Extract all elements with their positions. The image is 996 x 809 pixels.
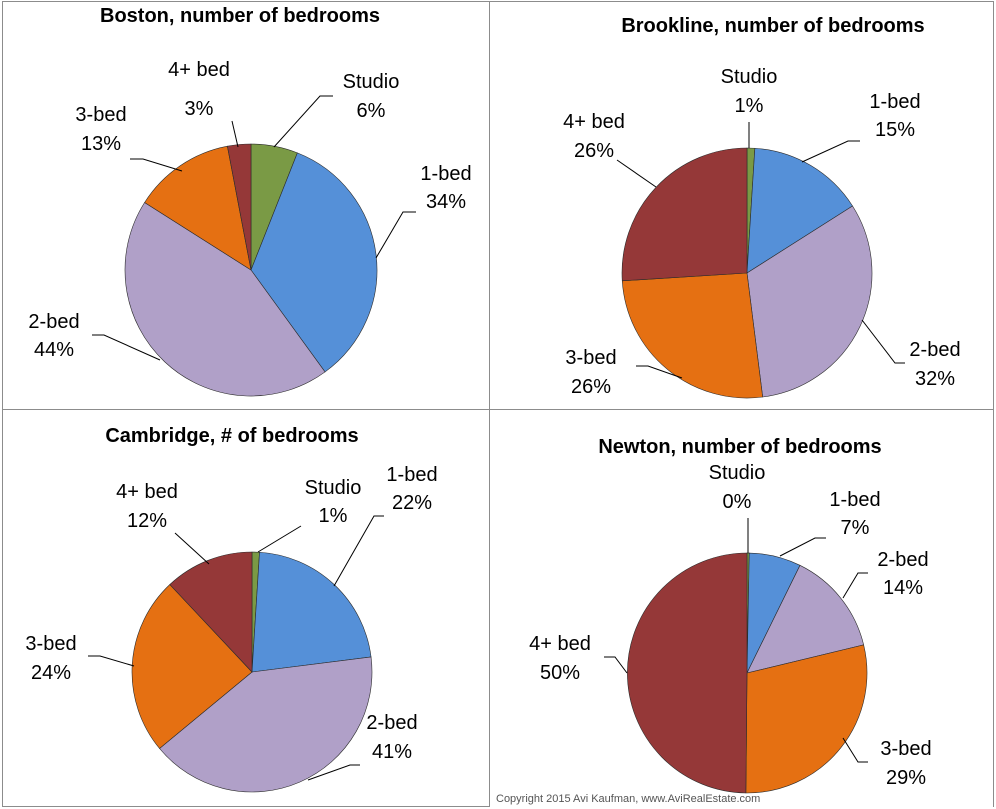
brookline-leader-line-4plus-bed xyxy=(616,159,657,188)
boston-pie-chart: Boston, number of bedrooms Studio 6% 1-bed 3… xyxy=(28,5,472,397)
cambridge-slice-3-bed xyxy=(131,584,253,749)
cambridge-slice-2-bed xyxy=(159,656,373,793)
boston-label-studio: Studio xyxy=(343,71,400,93)
brookline-label-4plus-bed: 4+ bed xyxy=(563,111,625,133)
brookline-slice-1-bed xyxy=(746,147,853,274)
brookline-slice-4plus-bed xyxy=(621,147,748,282)
brookline-value-studio: 1% xyxy=(735,95,764,117)
boston-value-studio: 6% xyxy=(357,100,386,122)
newton-leader-line-3-bed xyxy=(842,737,868,763)
cambridge-value-2-bed: 41% xyxy=(372,741,412,763)
cambridge-label-2-bed: 2-bed xyxy=(366,712,417,734)
copyright-text: Copyright 2015 Avi Kaufman, www.AviRealE… xyxy=(496,793,761,805)
newton-chart-title: Newton, number of bedrooms xyxy=(598,436,881,458)
brookline-label-3-bed: 3-bed xyxy=(565,347,616,369)
cambridge-label-3-bed: 3-bed xyxy=(25,633,76,655)
cambridge-slice-1-bed xyxy=(251,551,372,673)
boston-value-2-bed: 44% xyxy=(34,339,74,361)
boston-value-4plus-bed: 3% xyxy=(185,98,214,120)
cambridge-value-4plus-bed: 12% xyxy=(127,510,167,532)
newton-label-3-bed: 3-bed xyxy=(880,738,931,760)
boston-chart-title: Boston, number of bedrooms xyxy=(100,5,380,27)
cambridge-label-studio: Studio xyxy=(305,477,362,499)
cambridge-value-3-bed: 24% xyxy=(31,662,71,684)
boston-slice-3-bed xyxy=(144,145,252,271)
cambridge-slice-4plus-bed xyxy=(169,551,253,673)
cambridge-value-1-bed: 22% xyxy=(392,492,432,514)
newton-label-4plus-bed: 4+ bed xyxy=(529,633,591,655)
cambridge-leader-line-4plus-bed xyxy=(174,532,210,565)
boston-leader-line-3-bed xyxy=(130,158,183,172)
boston-leader-line-studio xyxy=(273,95,333,148)
newton-label-studio: Studio xyxy=(709,462,766,484)
boston-leader-line-2-bed xyxy=(92,334,161,361)
brookline-leader-line-2-bed xyxy=(861,319,905,364)
boston-slice-2-bed xyxy=(124,202,326,397)
brookline-leader-line-1-bed xyxy=(801,140,860,163)
newton-label-2-bed: 2-bed xyxy=(877,549,928,571)
newton-leader-line-2-bed xyxy=(842,572,868,599)
brookline-value-1-bed: 15% xyxy=(875,119,915,141)
boston-label-2-bed: 2-bed xyxy=(28,311,79,333)
newton-label-1-bed: 1-bed xyxy=(829,489,880,511)
newton-pie-chart: Newton, number of bedrooms Studio 0% 1-bed 7… xyxy=(529,436,932,794)
cambridge-label-4plus-bed: 4+ bed xyxy=(116,481,178,503)
cambridge-leader-line-2-bed xyxy=(307,764,360,781)
boston-label-3-bed: 3-bed xyxy=(75,104,126,126)
cambridge-leader-line-3-bed xyxy=(88,655,135,667)
brookline-leader-line-3-bed xyxy=(636,365,683,379)
brookline-value-4plus-bed: 26% xyxy=(574,140,614,162)
brookline-slice-2-bed xyxy=(746,205,873,398)
newton-value-3-bed: 29% xyxy=(886,767,926,789)
newton-slice-2-bed xyxy=(746,564,865,674)
cambridge-chart-title: Cambridge, # of bedrooms xyxy=(105,425,358,447)
cambridge-pie-chart: Cambridge, # of bedrooms Studio 1% 1-bed 22%… xyxy=(25,425,438,793)
boston-slice-4plus-bed xyxy=(227,143,252,271)
newton-value-studio: 0% xyxy=(723,491,752,513)
boston-leader-line-4plus-bed xyxy=(231,120,239,148)
boston-label-4plus-bed: 4+ bed xyxy=(168,59,230,81)
boston-slice-1-bed xyxy=(250,152,378,373)
newton-value-1-bed: 7% xyxy=(841,517,870,539)
cambridge-label-1-bed: 1-bed xyxy=(386,464,437,486)
brookline-label-1-bed: 1-bed xyxy=(869,91,920,113)
brookline-chart-title: Brookline, number of bedrooms xyxy=(621,15,924,37)
newton-value-2-bed: 14% xyxy=(883,577,923,599)
cambridge-leader-line-studio xyxy=(257,525,302,553)
brookline-value-2-bed: 32% xyxy=(915,368,955,390)
newton-slice-4plus-bed xyxy=(627,552,748,794)
brookline-slice-3-bed xyxy=(621,272,764,399)
newton-leader-line-4plus-bed xyxy=(604,656,628,674)
newton-leader-line-1-bed xyxy=(779,537,826,557)
brookline-pie-chart: Brookline, number of bedrooms Studio 1% 1-b… xyxy=(563,15,961,399)
brookline-label-2-bed: 2-bed xyxy=(909,339,960,361)
cambridge-leader-line-1-bed xyxy=(333,515,384,587)
newton-value-4plus-bed: 50% xyxy=(540,662,580,684)
boston-leader-line-1-bed xyxy=(375,211,416,259)
boston-label-1-bed: 1-bed xyxy=(420,163,471,185)
boston-value-3-bed: 13% xyxy=(81,133,121,155)
brookline-label-studio: Studio xyxy=(721,66,778,88)
brookline-value-3-bed: 26% xyxy=(571,376,611,398)
newton-slice-3-bed xyxy=(745,644,868,794)
boston-value-1-bed: 34% xyxy=(426,191,466,213)
cambridge-value-studio: 1% xyxy=(319,505,348,527)
